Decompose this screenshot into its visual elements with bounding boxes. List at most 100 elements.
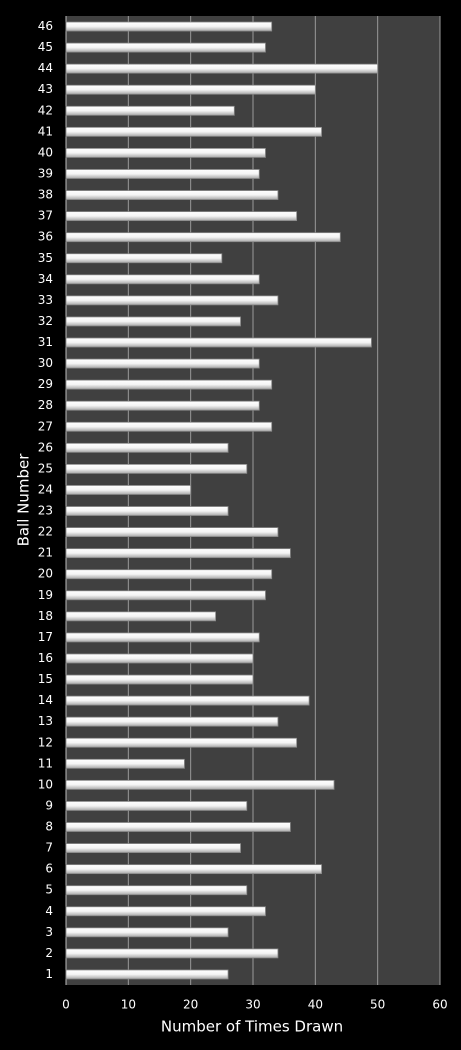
bar [65, 801, 248, 811]
y-tick-label: 35 [38, 251, 53, 265]
bar [65, 358, 260, 369]
y-tick-label: 32 [38, 314, 53, 328]
bar [65, 716, 279, 727]
y-tick-label: 10 [38, 777, 53, 791]
y-tick-label: 19 [38, 588, 53, 602]
bar [65, 885, 248, 896]
y-tick-label: 39 [38, 166, 53, 180]
bar [65, 527, 279, 537]
bar [65, 590, 266, 601]
y-tick-label: 36 [38, 230, 53, 244]
y-tick-label: 42 [38, 103, 53, 117]
bar [65, 632, 260, 643]
bar [65, 421, 273, 432]
y-tick-label: 45 [38, 40, 53, 54]
bar [65, 843, 241, 853]
y-tick-label: 30 [38, 356, 53, 370]
y-tick-label: 16 [38, 651, 53, 665]
bar [65, 84, 316, 95]
y-tick-label: 13 [38, 714, 53, 728]
y-tick-label: 12 [38, 735, 53, 749]
bar [65, 400, 260, 411]
y-tick-label: 15 [38, 672, 53, 686]
bar [65, 948, 279, 959]
x-tick-label: 40 [308, 998, 323, 1012]
y-tick-label: 25 [38, 461, 53, 475]
y-tick-label: 41 [38, 124, 53, 138]
bar [65, 464, 248, 474]
y-tick-label: 38 [38, 188, 53, 202]
bar [65, 906, 266, 917]
bar [65, 21, 273, 32]
bar [65, 337, 372, 348]
y-tick-label: 40 [38, 145, 53, 159]
bar [65, 105, 235, 116]
bar [65, 190, 279, 200]
y-tick-label: 23 [38, 504, 53, 518]
y-tick-label: 22 [38, 525, 53, 539]
y-tick-label: 11 [38, 756, 53, 770]
bar [65, 274, 260, 285]
y-tick-label: 29 [38, 377, 53, 391]
y-tick-label: 2 [45, 946, 53, 960]
bar [65, 253, 223, 264]
y-tick-label: 17 [38, 630, 53, 644]
bar [65, 779, 335, 790]
y-tick-label: 4 [45, 904, 53, 918]
bar [65, 674, 254, 685]
bar [65, 379, 273, 390]
y-tick-label: 14 [38, 693, 53, 707]
y-tick-label: 9 [45, 798, 53, 812]
bar [65, 548, 291, 559]
y-tick-label: 20 [38, 567, 53, 581]
bar [65, 316, 241, 327]
y-tick-label: 26 [38, 440, 53, 454]
y-tick-label: 31 [38, 335, 53, 349]
bar [65, 169, 260, 179]
x-axis-title: Number of Times Drawn [161, 1018, 343, 1036]
x-tick-label: 0 [62, 998, 70, 1012]
y-tick-label: 43 [38, 82, 53, 96]
bar [65, 126, 322, 137]
bar [65, 42, 266, 53]
bar [65, 653, 254, 664]
y-tick-label: 6 [45, 862, 53, 876]
bar [65, 611, 217, 622]
y-tick-label: 46 [38, 19, 53, 33]
y-tick-label: 44 [38, 61, 53, 75]
y-tick-label: 8 [45, 820, 53, 834]
bar [65, 695, 310, 706]
bar [65, 148, 266, 158]
y-tick-label: 7 [45, 841, 53, 855]
bar [65, 506, 229, 516]
x-tick-label: 30 [245, 998, 260, 1012]
bar [65, 927, 229, 938]
bar [65, 442, 229, 453]
y-tick-label: 21 [38, 546, 53, 560]
y-tick-label: 27 [38, 419, 53, 433]
bar [65, 737, 298, 748]
y-tick-label: 37 [38, 209, 53, 223]
bar [65, 864, 322, 875]
x-tick-label: 50 [370, 998, 385, 1012]
bar [65, 758, 185, 769]
x-tick-label: 10 [121, 998, 136, 1012]
bar [65, 969, 229, 980]
bar [65, 485, 192, 495]
bar [65, 211, 298, 222]
bar [65, 569, 273, 580]
x-tick-label: 60 [432, 998, 447, 1012]
bar [65, 63, 379, 74]
y-axis-title: Ball Number [15, 453, 33, 547]
y-tick-label: 24 [38, 482, 53, 496]
y-tick-label: 33 [38, 293, 53, 307]
y-tick-label: 34 [38, 272, 53, 286]
bar [65, 822, 291, 832]
y-tick-label: 5 [45, 883, 53, 897]
bar [65, 232, 341, 243]
bar [65, 295, 279, 306]
y-tick-label: 18 [38, 609, 53, 623]
x-tick-label: 20 [183, 998, 198, 1012]
y-tick-label: 28 [38, 398, 53, 412]
